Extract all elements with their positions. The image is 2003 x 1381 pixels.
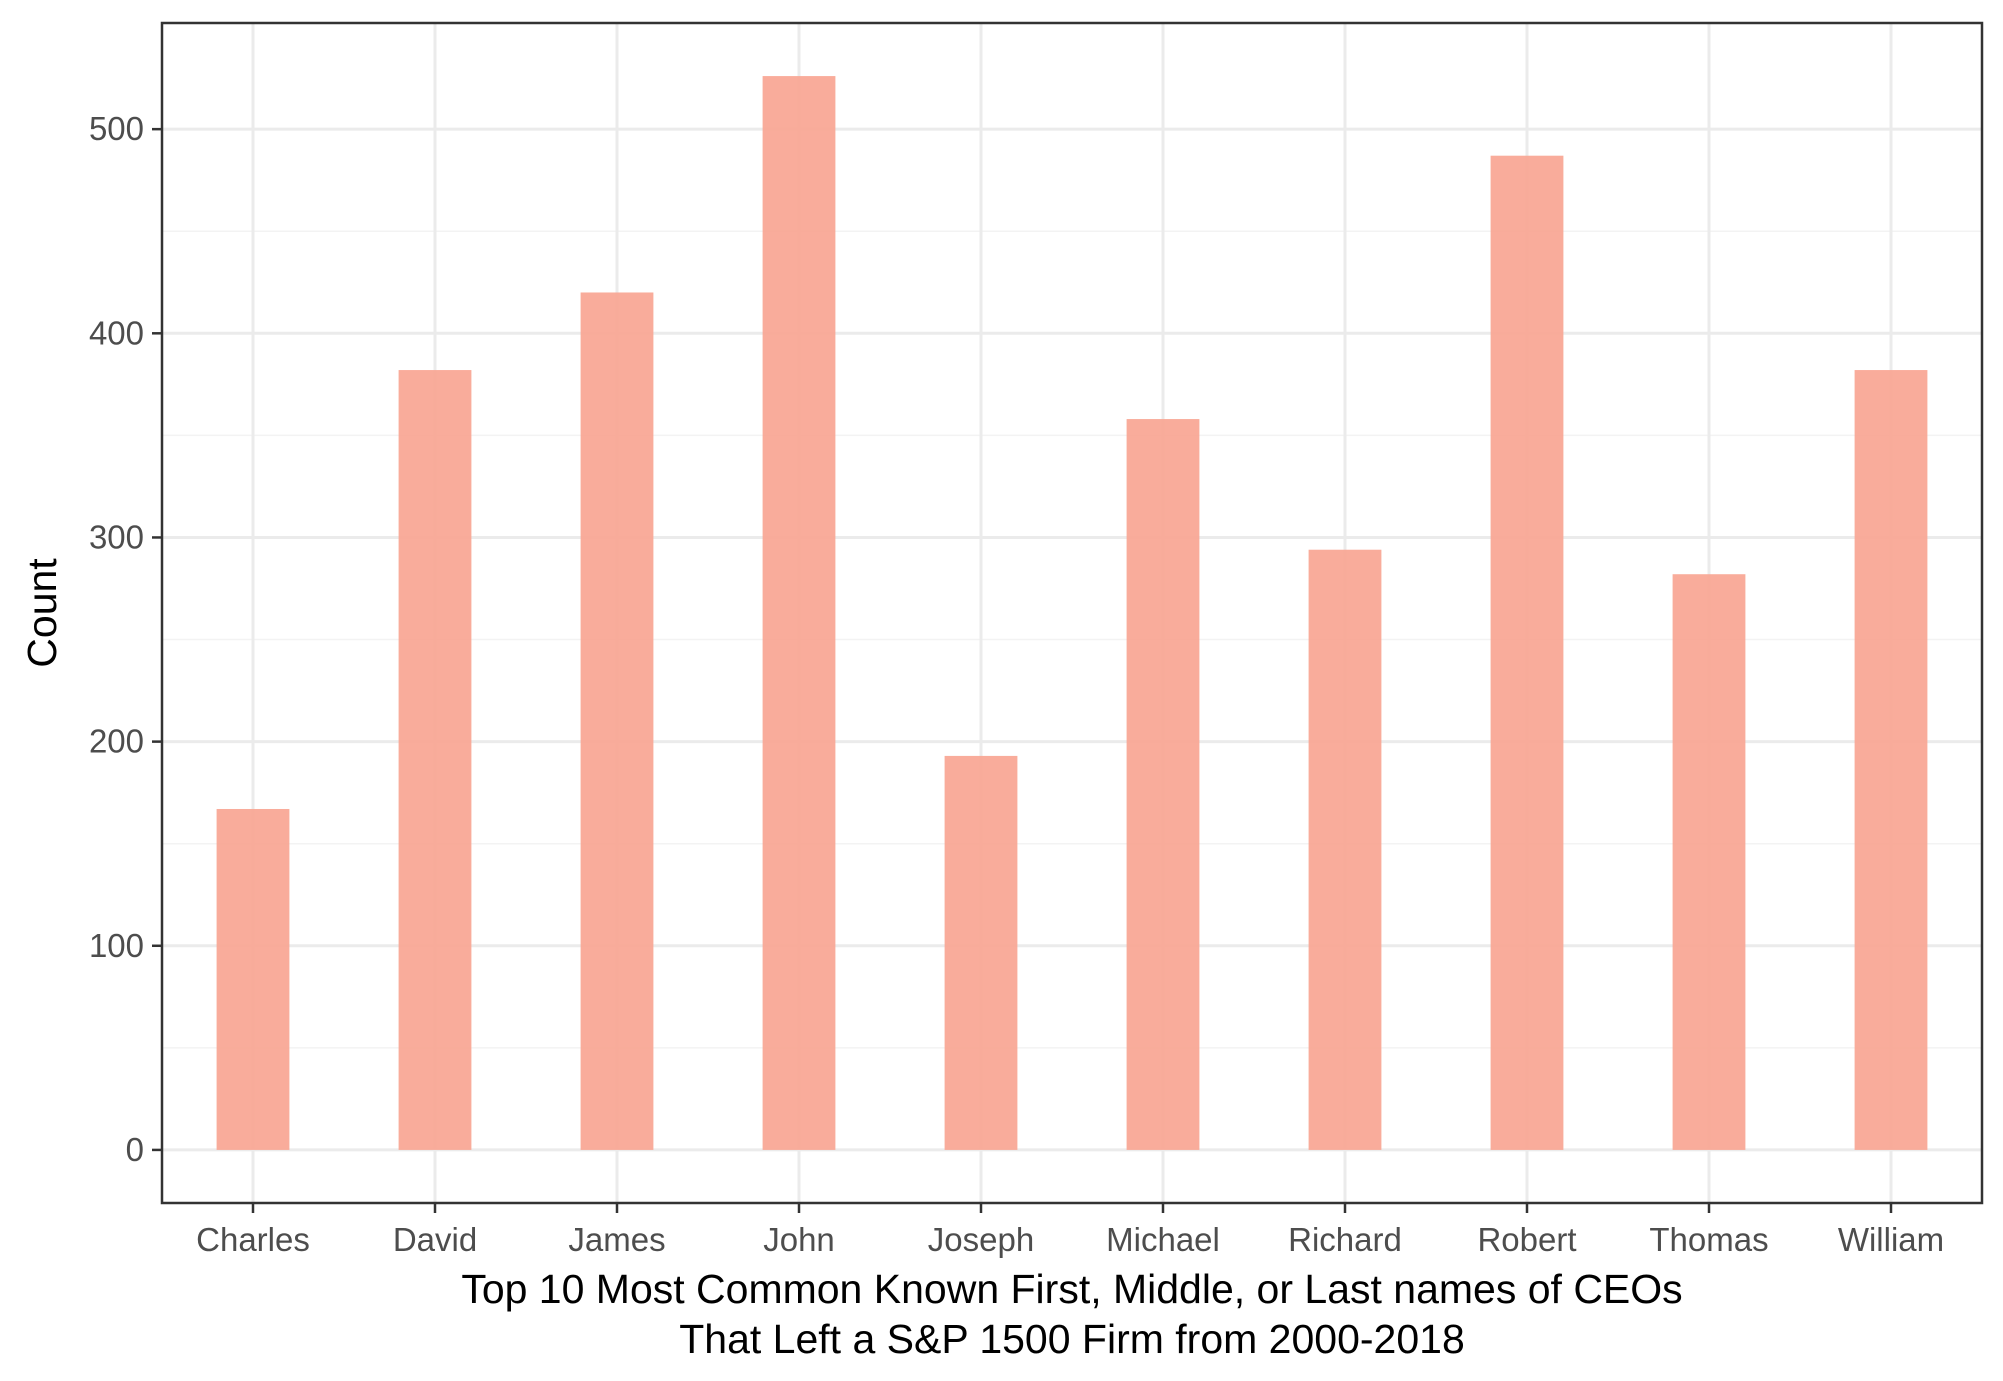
bar-david (398, 370, 472, 1150)
x-axis-title-line-1: Top 10 Most Common Known First, Middle, … (461, 1266, 1682, 1312)
y-tick-label: 100 (89, 927, 144, 964)
x-tick-label: John (763, 1221, 835, 1258)
x-tick-label: Robert (1477, 1221, 1576, 1258)
x-tick-label: Charles (196, 1221, 310, 1258)
x-tick-label: James (568, 1221, 665, 1258)
x-tick-label: Michael (1106, 1221, 1220, 1258)
bar-thomas (1672, 574, 1746, 1150)
x-axis: Charles David James John Joseph Michael Richar… (196, 1203, 1944, 1258)
bar-joseph (944, 755, 1018, 1150)
x-tick-label: Joseph (928, 1221, 1034, 1258)
y-axis: 0 100 200 300 400 500 (89, 110, 162, 1168)
x-axis-title-line-2: That Left a S&P 1500 Firm from 2000-2018 (679, 1316, 1465, 1362)
bar-richard (1308, 549, 1382, 1150)
x-tick-label: William (1838, 1221, 1944, 1258)
x-tick-label: Thomas (1649, 1221, 1768, 1258)
bar-john (762, 76, 836, 1150)
bar-michael (1126, 419, 1200, 1150)
x-tick-label: David (393, 1221, 477, 1258)
y-tick-label: 200 (89, 723, 144, 760)
y-tick-label: 400 (89, 314, 144, 351)
y-tick-label: 300 (89, 518, 144, 555)
bar-charles (216, 808, 290, 1150)
y-tick-label: 0 (126, 1131, 144, 1168)
bars-group (216, 76, 1928, 1150)
bar-william (1854, 370, 1928, 1150)
panel-border (160, 21, 1984, 1205)
bar-james (580, 292, 654, 1150)
y-tick-label: 500 (89, 110, 144, 147)
bar-robert (1490, 155, 1564, 1150)
x-tick-label: Richard (1288, 1221, 1402, 1258)
y-axis-title: Count (19, 558, 65, 668)
